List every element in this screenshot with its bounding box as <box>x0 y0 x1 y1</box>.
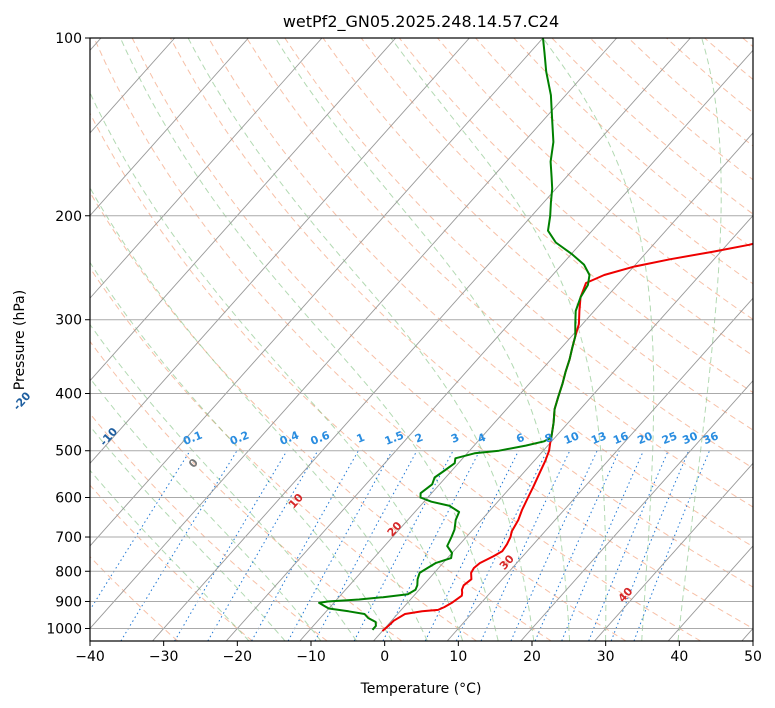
isotherm-line <box>90 38 544 547</box>
mixing-ratio-line <box>314 450 418 641</box>
plot-frame <box>89 37 754 642</box>
isotherm-line <box>152 38 691 641</box>
mixing-ratio-label: 10 <box>562 429 581 447</box>
moist-adiabat-line <box>542 38 655 641</box>
dry-adiabat-line <box>284 38 753 469</box>
mixing-ratio-label: 2 <box>413 431 425 446</box>
mixing-ratio-label: 20 <box>635 429 654 447</box>
isotherm-line <box>299 132 753 641</box>
dry-adiabat-line <box>322 38 753 431</box>
isotherm-line <box>373 214 753 641</box>
moist-adiabat-line <box>90 323 357 641</box>
moist-adiabat-line <box>677 38 722 641</box>
moist-adiabat-line <box>90 377 322 641</box>
mixing-ratio-label: 13 <box>589 429 608 447</box>
x-tick-label: 30 <box>597 649 615 665</box>
y-tick-label: 900 <box>55 594 82 610</box>
x-tick-label: −30 <box>149 649 179 665</box>
dry-adiabat-line <box>90 555 178 641</box>
dry-adiabat-line <box>90 267 477 641</box>
y-tick-label: 200 <box>55 209 82 225</box>
y-axis-title: Pressure (hPa) <box>12 290 28 390</box>
moist-adiabat-line <box>187 38 535 641</box>
mixing-ratio-label: 1 <box>355 431 367 446</box>
dry-adiabat-line <box>90 112 627 641</box>
isotherm-line <box>225 49 753 641</box>
mixing-ratio-line <box>610 450 690 641</box>
moist-adiabat-line <box>90 425 286 641</box>
chart-title: wetPf2_GN05.2025.248.14.57.C24 <box>283 12 559 32</box>
dry-adiabat-line <box>131 38 753 630</box>
mixing-ratio-line <box>287 450 393 641</box>
dewpoint-profile-line <box>318 38 591 631</box>
x-axis: −40 −30 −20 −10 0 10 20 30 40 50 <box>75 641 762 665</box>
grid-lines <box>90 38 753 641</box>
dry-adiabat-line <box>93 38 701 641</box>
mixing-ratio-label: 3 <box>449 431 461 446</box>
moist-adiabat-line <box>90 91 464 641</box>
y-axis: 100 200 300 400 500 600 700 800 900 1000 <box>46 31 90 637</box>
y-tick-label: 500 <box>55 444 82 460</box>
x-tick-label: −10 <box>296 649 326 665</box>
y-tick-label: 800 <box>55 564 82 580</box>
y-tick-label: 700 <box>55 530 82 546</box>
x-tick-label: −20 <box>223 649 253 665</box>
mixing-ratio-line <box>174 450 288 641</box>
isotherm-line <box>520 380 753 641</box>
y-tick-label: 400 <box>55 387 82 403</box>
moist-adiabat-line <box>90 469 250 641</box>
isotherm-line <box>90 38 323 299</box>
x-tick-label: 20 <box>523 649 541 665</box>
profile-lines <box>318 38 753 632</box>
dry-adiabat-line <box>360 38 753 394</box>
isotherm-line <box>90 38 397 382</box>
isotherm-line <box>90 38 618 630</box>
x-tick-label: 50 <box>744 649 762 665</box>
y-tick-label: 100 <box>55 31 82 47</box>
x-tick-label: −40 <box>75 649 105 665</box>
isotherm-line <box>90 38 470 464</box>
y-tick-label: 300 <box>55 313 82 329</box>
mixing-ratio-label: 8 <box>543 431 555 446</box>
x-tick-label: 10 <box>449 649 467 665</box>
mixing-ratio-label: 16 <box>611 429 630 447</box>
dry-adiabat-line <box>90 412 328 641</box>
y-tick-label: 600 <box>55 490 82 506</box>
moist-adiabat-line <box>90 261 393 641</box>
mixing-ratio-line <box>633 450 710 641</box>
dry-adiabat-line <box>437 38 753 321</box>
y-tick-label: 1000 <box>46 621 82 637</box>
x-tick-label: 0 <box>380 649 389 665</box>
isotherm-line <box>90 38 249 217</box>
x-axis-title: Temperature (°C) <box>360 681 482 697</box>
mixing-ratio-label: 25 <box>660 429 679 447</box>
moist-adiabat-line <box>90 186 428 641</box>
moist-adiabat-line <box>119 38 499 641</box>
isotherm-line <box>594 462 753 641</box>
mixing-ratio-line <box>424 450 520 641</box>
dry-adiabat-line <box>398 38 753 357</box>
dry-adiabat-label: -20 <box>11 389 34 413</box>
isotherm-line <box>446 297 753 641</box>
x-tick-label: 40 <box>670 649 688 665</box>
moist-adiabat-line <box>274 38 571 641</box>
mixing-ratio-line <box>455 450 548 641</box>
mixing-ratio-label: 36 <box>701 429 720 447</box>
dry-adiabat-line <box>90 484 253 641</box>
dry-adiabat-line <box>90 191 552 641</box>
mixing-ratio-label: 30 <box>681 429 700 447</box>
